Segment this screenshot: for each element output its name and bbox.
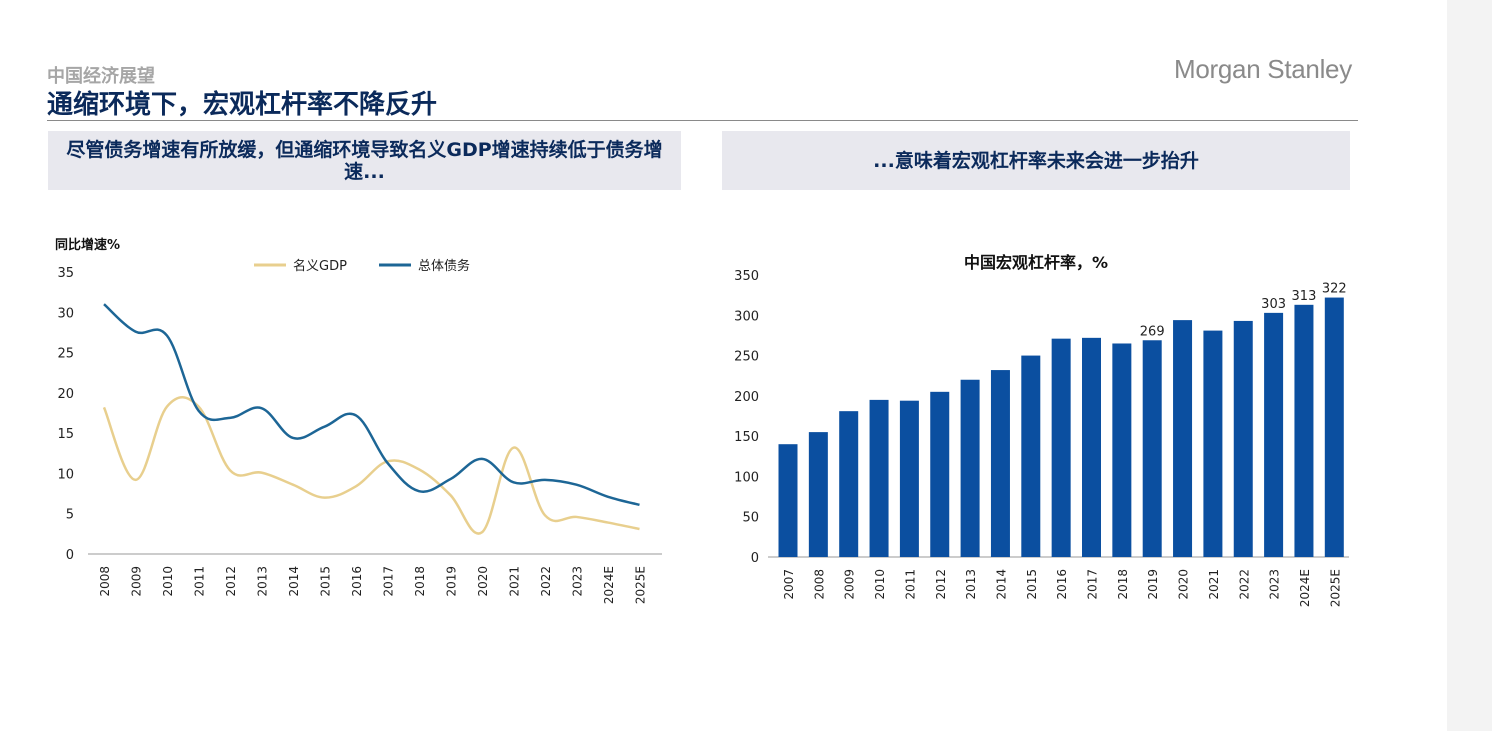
bar-2012 — [930, 392, 949, 557]
line-chart-ytick: 5 — [66, 508, 74, 523]
bar-2014 — [991, 370, 1010, 557]
bar-chart-ytick: 200 — [734, 390, 759, 405]
bar-chart-xtick: 2011 — [903, 569, 917, 600]
bar-2022 — [1234, 321, 1253, 557]
bar-chart-ytick: 100 — [734, 470, 759, 485]
line-chart-xtick: 2013 — [256, 566, 270, 597]
line-chart-xtick: 2024E — [602, 566, 616, 604]
line-chart-xtick: 2018 — [413, 566, 427, 597]
bar-2025E — [1325, 298, 1344, 557]
bar-chart-xtick: 2025E — [1328, 569, 1342, 607]
bar-chart-ytick: 250 — [734, 350, 759, 365]
bar-2020 — [1173, 320, 1192, 557]
bar-chart-title: 中国宏观杠杆率，% — [964, 253, 1108, 272]
bar-2024E — [1294, 305, 1313, 557]
line-chart-ytick: 10 — [57, 467, 74, 482]
line-chart-xtick: 2010 — [161, 566, 175, 597]
bar-2017 — [1082, 338, 1101, 557]
bar-chart-ytick: 150 — [734, 430, 759, 445]
bar-chart-xtick: 2010 — [873, 569, 887, 600]
line-chart-xtick: 2021 — [508, 566, 522, 597]
line-chart-xtick: 2016 — [350, 566, 364, 597]
line-chart-xtick: 2008 — [98, 566, 112, 597]
line-chart-xtick: 2025E — [634, 566, 648, 604]
bar-data-label: 313 — [1292, 289, 1317, 304]
line-chart-xtick: 2012 — [224, 566, 238, 597]
bar-chart-xtick: 2019 — [1146, 569, 1160, 600]
bar-2008 — [809, 432, 828, 557]
bar-chart-xtick: 2017 — [1086, 569, 1100, 600]
bar-2016 — [1052, 339, 1071, 557]
line-chart-ytick: 15 — [57, 427, 74, 442]
line-chart-xtick: 2022 — [539, 566, 553, 597]
legend-label: 名义GDP — [293, 258, 347, 274]
bar-2010 — [870, 400, 889, 557]
bar-2019 — [1143, 340, 1162, 557]
bar-data-label: 322 — [1322, 282, 1347, 297]
bar-chart-xtick: 2023 — [1268, 569, 1282, 600]
bar-chart-xtick: 2016 — [1055, 569, 1069, 600]
line-series-debt — [104, 304, 640, 505]
bar-chart-ytick: 300 — [734, 309, 759, 324]
bar-chart-xtick: 2013 — [964, 569, 978, 600]
bar-2023 — [1264, 313, 1283, 557]
bar-data-label: 303 — [1261, 297, 1286, 312]
bar-chart-xtick: 2024E — [1298, 569, 1312, 607]
line-chart-ytick: 30 — [57, 306, 74, 321]
bar-chart-xtick: 2012 — [934, 569, 948, 600]
bar-2018 — [1112, 343, 1131, 557]
bar-chart-xtick: 2022 — [1237, 569, 1251, 600]
line-chart-xtick: 2020 — [476, 566, 490, 597]
line-chart-xtick: 2017 — [382, 566, 396, 597]
line-chart-xtick: 2009 — [130, 566, 144, 597]
line-series-gdp — [104, 397, 640, 533]
line-chart-xtick: 2019 — [445, 566, 459, 597]
bar-data-label: 269 — [1140, 324, 1165, 339]
line-chart-xtick: 2015 — [319, 566, 333, 597]
line-chart-xtick: 2011 — [193, 566, 207, 597]
bar-chart-xtick: 2009 — [843, 569, 857, 600]
bar-chart-xtick: 2020 — [1177, 569, 1191, 600]
bar-2009 — [839, 411, 858, 557]
bar-chart-xtick: 2015 — [1025, 569, 1039, 600]
line-chart-ytick: 0 — [66, 548, 74, 563]
bar-chart-ytick: 50 — [742, 511, 759, 526]
bar-chart-xtick: 2014 — [994, 569, 1008, 600]
bar-chart-xtick: 2007 — [782, 569, 796, 600]
bar-chart-xtick: 2021 — [1207, 569, 1221, 600]
bar-2011 — [900, 401, 919, 557]
bar-2013 — [961, 380, 980, 557]
line-chart-xtick: 2014 — [287, 566, 301, 597]
line-chart-ytick: 25 — [57, 347, 74, 362]
line-chart-ytick: 20 — [57, 387, 74, 402]
bar-chart-xtick: 2008 — [812, 569, 826, 600]
bar-2021 — [1203, 331, 1222, 557]
bar-2015 — [1021, 356, 1040, 557]
bar-chart-xtick: 2018 — [1116, 569, 1130, 600]
line-chart-ytick: 35 — [57, 266, 74, 281]
line-chart-xtick: 2023 — [571, 566, 585, 597]
bar-2007 — [779, 444, 798, 557]
line-chart-ylabel: 同比增速% — [55, 237, 120, 253]
bar-chart-ytick: 350 — [734, 269, 759, 284]
legend-label: 总体债务 — [418, 258, 470, 274]
bar-chart-ytick: 0 — [751, 551, 759, 566]
